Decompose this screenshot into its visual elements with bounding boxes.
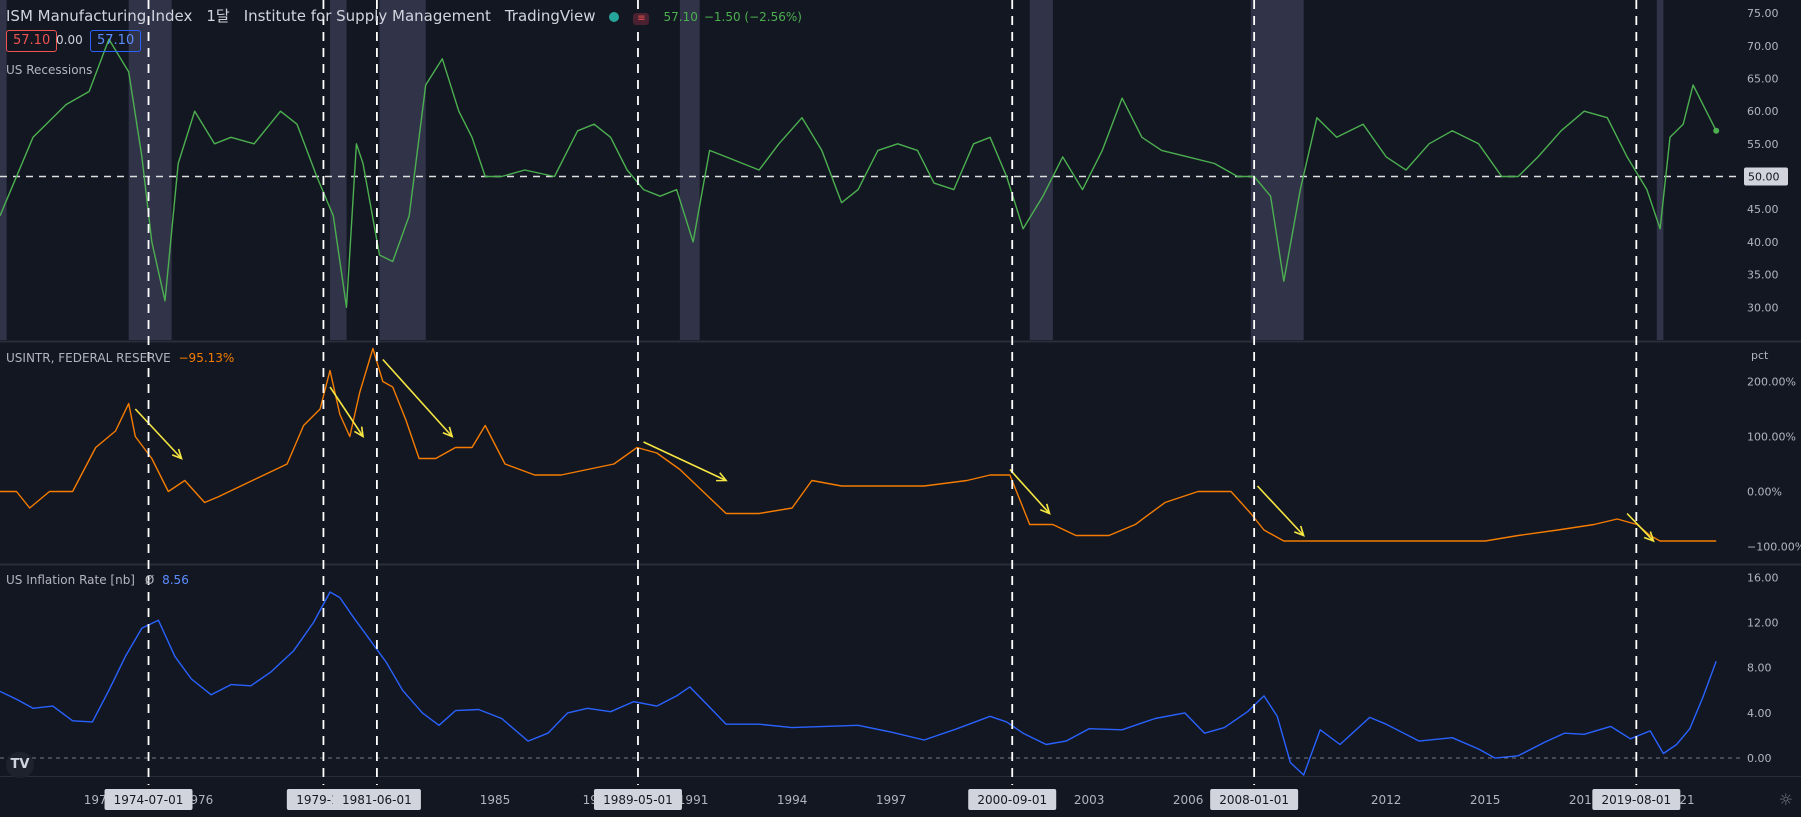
event-date-label: 2000-09-01 [977, 793, 1047, 807]
time-tick-label: 2006 [1173, 793, 1204, 807]
event-date-label-box [1210, 789, 1299, 810]
tradingview-logo[interactable]: TV [6, 752, 34, 778]
rate-series-line [0, 347, 1717, 542]
recession-band [679, 0, 700, 340]
inflation-y-tick-label: 12.00 [1747, 616, 1779, 629]
rate-unit-label: pct [1751, 349, 1769, 362]
trend-arrow [1626, 512, 1655, 542]
rate-pane-legend[interactable]: USINTR, FEDERAL RESERVE −95.13% [6, 351, 234, 365]
inflation-pane-legend[interactable]: US Inflation Rate [nb] Ø 8.56 [6, 573, 189, 587]
event-date-label: 2008-01-01 [1219, 793, 1289, 807]
more-menu-icon[interactable]: ≡ [633, 13, 650, 25]
rate-change: −95.13% [178, 351, 235, 365]
recessions-label: US Recessions [6, 63, 93, 77]
event-date-label: 1989-05-01 [603, 793, 673, 807]
symbol-title[interactable]: ISM Manufacturing Index [6, 7, 193, 25]
market-status-icon [609, 12, 620, 22]
inflation-y-tick-label: 4.00 [1747, 707, 1772, 720]
ism-y-tick-label: 75.00 [1747, 7, 1779, 20]
trend-arrow-head [1294, 525, 1305, 537]
trend-arrow-head [1643, 531, 1655, 543]
recession-band [330, 0, 347, 340]
trend-arrow-head [716, 472, 728, 482]
chart-header: ISM Manufacturing Index 1달 Institute for S… [6, 5, 816, 26]
last-price: 57.10 [663, 10, 698, 24]
source-label: Institute for Supply Management [243, 7, 491, 25]
platform-label: TradingView [504, 7, 596, 25]
sell-price-box[interactable]: 57.10 [6, 30, 58, 52]
price-change: −1.50 (−2.56%) [703, 10, 802, 24]
trend-arrow [329, 386, 364, 437]
recession-band [1250, 0, 1304, 340]
rate-y-tick-label: 200.00% [1747, 376, 1796, 389]
ism-series-line [0, 38, 1717, 308]
ism-last-point [1713, 127, 1720, 134]
buy-price-box[interactable]: 57.10 [90, 30, 142, 52]
inflation-y-tick-label: 0.00 [1747, 752, 1772, 765]
ism-reference-label-box [1744, 167, 1788, 186]
trend-arrow [382, 358, 453, 438]
ism-y-tick-label: 35.00 [1747, 269, 1779, 282]
inflation-y-tick-label: 16.00 [1747, 571, 1779, 584]
ism-y-tick-label: 30.00 [1747, 301, 1779, 314]
trend-arrow-head [1039, 503, 1051, 515]
interval-label[interactable]: 1달 [206, 7, 230, 25]
rate-y-tick-label: 100.00% [1747, 431, 1796, 444]
spread-label: 0.00 [56, 33, 83, 47]
rate-series-title: USINTR, FEDERAL RESERVE [6, 351, 171, 365]
trend-arrow-head [354, 426, 365, 439]
inflation-series-title: US Inflation Rate [nb] [6, 573, 135, 587]
time-tick-label: 2018 [1569, 793, 1600, 807]
trend-arrow [643, 441, 727, 482]
settings-gear-icon[interactable]: ☼ [1778, 790, 1793, 809]
event-date-label: 1974-07-01 [114, 793, 184, 807]
event-date-label: 2019-08-01 [1601, 793, 1671, 807]
time-tick-label: 2012 [1371, 793, 1402, 807]
event-date-label-box [1592, 789, 1681, 810]
ism-y-tick-label: 55.00 [1747, 138, 1779, 151]
ism-y-tick-label: 45.00 [1747, 203, 1779, 216]
event-date-label: 1981-06-01 [342, 793, 412, 807]
trend-arrow-head [442, 426, 454, 438]
event-date-label-box [104, 789, 193, 810]
recession-band [1029, 0, 1053, 340]
trend-arrow [134, 408, 183, 460]
ism-y-tick-label: 60.00 [1747, 105, 1779, 118]
trend-arrow [1256, 485, 1305, 537]
time-tick-label: 2003 [1074, 793, 1105, 807]
recession-band [128, 0, 172, 340]
time-tick-label: 1991 [678, 793, 709, 807]
rate-y-tick-label: 0.00% [1747, 486, 1782, 499]
trend-arrow [1009, 468, 1051, 515]
event-date-label-box [593, 789, 682, 810]
inflation-value-label: Ø [144, 573, 155, 587]
time-tick-label: 1985 [480, 793, 511, 807]
ism-y-tick-label: 40.00 [1747, 236, 1779, 249]
recession-band [379, 0, 426, 340]
inflation-series-line [0, 591, 1717, 776]
recession-band [1656, 0, 1664, 340]
inflation-y-tick-label: 8.00 [1747, 662, 1772, 675]
time-tick-label: 2015 [1470, 793, 1501, 807]
event-date-label-box [968, 789, 1057, 810]
trend-arrow-head [171, 448, 183, 460]
ism-y-tick-label: 65.00 [1747, 72, 1779, 85]
ism-y-tick-label: 70.00 [1747, 40, 1779, 53]
time-tick-label: 1994 [777, 793, 808, 807]
recession-band [0, 0, 7, 340]
ism-reference-label: 50.00 [1748, 171, 1780, 184]
time-tick-label: 1997 [876, 793, 907, 807]
inflation-value: 8.56 [162, 573, 189, 587]
event-date-label-box [332, 789, 421, 810]
rate-y-tick-label: −100.00% [1747, 541, 1801, 554]
